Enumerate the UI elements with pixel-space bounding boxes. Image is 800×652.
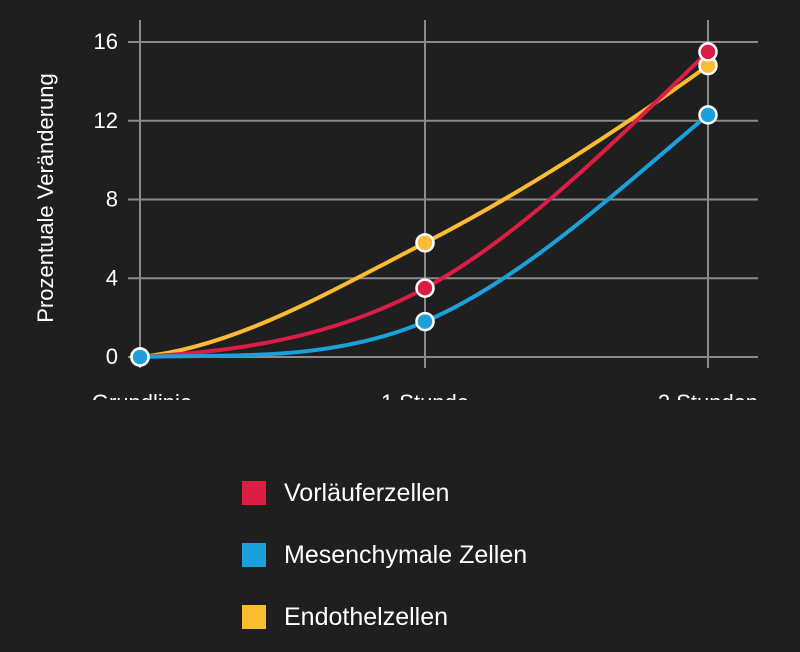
data-point [415,278,435,298]
axis-labels: 0 4 8 12 16 Grundlinie 1 Stunde 2 Stunden [92,29,758,400]
x-tick-label: 2 Stunden [658,390,758,400]
data-points [130,42,718,367]
y-tick-label: 4 [106,265,118,290]
x-tick-label: Grundlinie [92,390,192,400]
data-point [415,311,435,332]
legend: Vorläuferzellen Mesenchymale Zellen Endoth… [242,462,527,648]
data-point [698,105,718,125]
legend-label: Mesenchymale Zellen [284,541,528,569]
y-tick-label: 12 [94,108,118,133]
y-tick-label: 8 [106,187,118,212]
legend-swatch [242,481,266,505]
x-tick-label: 1 Stunde [381,390,469,400]
line-chart: 0 4 8 12 16 Grundlinie 1 Stunde 2 Stunden Proze… [33,20,758,400]
legend-swatch [242,605,266,629]
legend-label: Endothelzellen [284,603,449,631]
data-point [130,347,150,367]
legend-item: Endothelzellen [242,586,527,648]
y-tick-label: 0 [106,344,118,369]
data-point [415,233,435,253]
legend-item: Mesenchymale Zellen [242,524,527,586]
data-point [698,42,718,62]
legend-label: Vorläuferzellen [284,479,450,507]
y-tick-label: 16 [94,29,118,54]
legend-swatch [242,543,266,567]
y-axis-title: Prozentuale Veränderung [33,73,58,323]
legend-item: Vorläuferzellen [242,462,527,524]
grid [128,20,758,368]
